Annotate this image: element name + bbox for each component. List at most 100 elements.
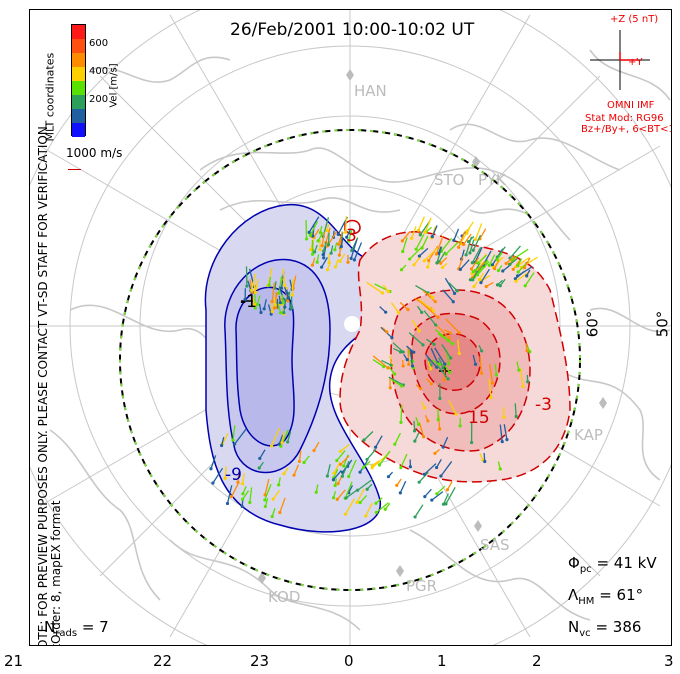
vector-origin	[514, 279, 518, 283]
vector-origin	[308, 233, 312, 237]
vector-origin	[436, 417, 440, 422]
vector-origin	[286, 440, 290, 444]
vector-origin	[484, 284, 488, 289]
imf-condition: Bz+/By+, 6<BT<12	[581, 124, 672, 135]
vector-origin	[501, 269, 505, 273]
vector-origin	[225, 501, 230, 506]
vector-origin	[263, 504, 267, 509]
vector-origin	[421, 343, 425, 347]
velocity-vector	[472, 261, 486, 278]
vector-origin	[338, 449, 343, 453]
velocity-vector	[494, 364, 498, 376]
vector-origin	[252, 302, 257, 307]
vector-origin	[337, 253, 341, 257]
velocity-vector	[365, 502, 373, 517]
vector-origin	[452, 291, 457, 295]
vector-origin	[417, 329, 421, 333]
vector-origin	[325, 267, 330, 272]
vector-origin	[302, 460, 306, 465]
mlt-tick: 0	[344, 652, 354, 670]
velocity-vector	[415, 233, 425, 250]
vector-origin	[326, 243, 331, 247]
velocity-vector	[458, 256, 464, 270]
hm-boundary-green	[119, 129, 581, 591]
vector-origin	[427, 258, 431, 263]
vector-origin	[386, 366, 390, 370]
vector-origin	[521, 384, 525, 389]
velocity-vector	[375, 435, 383, 448]
velocity-vector	[489, 364, 494, 384]
vector-origin	[386, 475, 391, 479]
velocity-vector	[232, 425, 236, 441]
vector-origin	[466, 239, 471, 244]
vector-origin	[511, 267, 515, 271]
vector-origin	[209, 467, 213, 471]
velocity-vector	[474, 246, 483, 263]
velocity-vector	[418, 471, 429, 483]
vector-origin	[423, 406, 427, 410]
vector-origin	[480, 371, 484, 375]
velocity-vector	[477, 254, 487, 264]
velocity-vector	[321, 257, 328, 268]
velocity-vector	[281, 431, 285, 443]
vector-origin	[483, 459, 487, 464]
vector-origin	[426, 265, 430, 269]
vector-origin	[390, 336, 394, 340]
vector-origin	[336, 232, 340, 236]
vector-origin	[514, 414, 518, 419]
stat-symbol: Λ	[568, 586, 579, 604]
velocity-vector	[511, 248, 529, 261]
stat-n-vc: Nvc = 386	[568, 618, 641, 639]
vector-origin	[322, 249, 326, 253]
velocity-vector	[409, 245, 424, 260]
velocity-vector	[292, 275, 297, 289]
vector-origin	[304, 237, 309, 241]
vector-origin	[243, 297, 247, 301]
contour-label: 3	[346, 226, 357, 246]
vector-origin	[384, 310, 388, 314]
velocity-vector	[523, 257, 531, 269]
vector-origin	[454, 412, 458, 416]
velocity-vector	[249, 487, 253, 503]
velocity-vector	[431, 225, 438, 237]
velocity-vector	[237, 471, 240, 483]
vector-origin	[416, 422, 421, 427]
velocity-vector	[226, 485, 233, 504]
velocity-vector	[337, 231, 344, 245]
vector-origin	[433, 300, 437, 304]
velocity-vector	[326, 464, 331, 477]
vector-origin	[413, 515, 417, 519]
station-label: HAN	[354, 82, 387, 100]
vector-origin	[250, 288, 254, 293]
vector-origin	[400, 384, 404, 388]
vector-origin	[255, 302, 260, 307]
vector-origin	[281, 301, 285, 305]
vector-origin	[398, 491, 402, 495]
latitude-label: 60°	[583, 310, 602, 338]
vector-origin	[420, 310, 424, 314]
velocity-vector	[422, 290, 436, 303]
colorbar-unit: Vel [m/s]	[108, 63, 120, 108]
contour-label: -1	[240, 292, 257, 312]
velocity-vector	[272, 490, 281, 500]
vector-origin	[498, 467, 502, 471]
vector-origin	[528, 350, 532, 354]
vector-origin	[395, 483, 399, 487]
vector-origin	[263, 498, 267, 502]
vector-origin	[447, 336, 451, 340]
vector-origin	[333, 483, 337, 488]
vector-origin	[383, 507, 387, 511]
coastlines	[49, 49, 671, 631]
vector-origin	[437, 362, 442, 366]
vector-origin	[522, 266, 527, 270]
vector-origin	[399, 466, 403, 470]
velocity-vector	[442, 436, 449, 448]
vector-origin	[345, 235, 349, 239]
vector-origin	[399, 420, 403, 424]
vector-origin	[270, 514, 274, 519]
velocity-vector	[271, 427, 280, 447]
velocity-vector	[340, 444, 350, 452]
page-title: 26/Feb/2001 10:00-10:02 UT	[230, 20, 475, 40]
vector-origin	[362, 438, 366, 442]
vector-origin	[448, 331, 452, 335]
